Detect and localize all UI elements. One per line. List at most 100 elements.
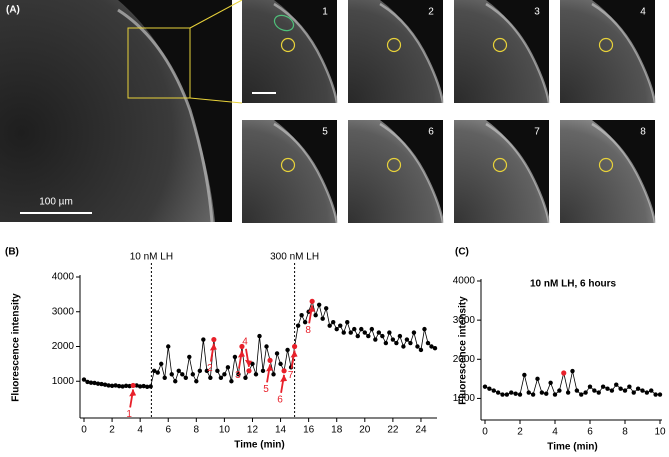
highlight-point <box>130 382 136 389</box>
highlight-point <box>309 298 315 304</box>
data-point <box>109 383 115 388</box>
data-point <box>208 375 213 380</box>
data-point <box>225 365 231 370</box>
data-point <box>565 390 571 395</box>
roi-circle <box>598 37 614 53</box>
data-point <box>552 392 558 397</box>
tissue-edge <box>485 2 551 104</box>
x-tick-label: 10 <box>219 425 231 436</box>
data-point <box>278 361 283 367</box>
data-point <box>422 326 427 332</box>
data-point <box>113 383 118 388</box>
data-point <box>517 392 523 397</box>
data-point <box>180 372 185 377</box>
data-point <box>376 330 382 335</box>
data-point <box>299 313 304 318</box>
data-point <box>425 340 431 346</box>
data-point <box>373 337 378 342</box>
x-tick-label: 0 <box>482 427 488 438</box>
arrow-head <box>129 389 137 397</box>
data-point <box>509 390 514 395</box>
data-point <box>162 375 167 380</box>
data-point <box>187 354 192 360</box>
x-tick-label: 4 <box>137 425 143 436</box>
data-point <box>120 384 125 389</box>
data-point <box>229 379 234 384</box>
data-point <box>390 337 396 342</box>
y-tick-label: 1000 <box>52 376 75 387</box>
highlight-point <box>267 357 273 363</box>
y-tick-label: 3000 <box>52 306 75 317</box>
data-point <box>232 354 238 360</box>
data-point <box>338 323 343 328</box>
data-point <box>222 372 227 377</box>
highlight-point <box>246 368 252 374</box>
data-point <box>397 333 403 339</box>
data-point <box>253 372 259 377</box>
micrograph-frame: 5 <box>242 120 339 224</box>
data-point <box>348 330 353 335</box>
arrow-head <box>290 350 298 358</box>
data-point <box>88 380 94 385</box>
data-point <box>605 386 610 391</box>
x-tick-label: 6 <box>587 427 593 438</box>
data-point <box>190 372 196 377</box>
data-point <box>522 372 527 378</box>
annotation-label: 5 <box>263 384 269 395</box>
data-point <box>236 372 241 377</box>
x-tick-label: 20 <box>359 425 371 436</box>
data-point <box>137 384 143 389</box>
y-tick-label: 3000 <box>453 315 476 326</box>
tissue-edge <box>273 2 339 104</box>
roi-circle <box>492 157 508 173</box>
highlight-point <box>211 336 217 343</box>
data-point <box>609 388 615 393</box>
data-point <box>415 344 420 349</box>
data-point <box>102 382 108 387</box>
data-point <box>169 372 174 377</box>
data-point <box>631 390 636 395</box>
arrow-head <box>308 305 316 313</box>
x-tick-label: 10 <box>654 427 666 438</box>
data-point <box>362 330 367 335</box>
y-axis-label: Fluorescence intensity <box>11 293 22 402</box>
frame-number: 5 <box>322 127 328 138</box>
arrow-head <box>209 343 217 351</box>
data-point <box>152 368 157 374</box>
frame-number: 3 <box>534 7 540 18</box>
data-point <box>316 302 322 307</box>
data-point <box>539 390 545 395</box>
annotation-label: 2 <box>207 363 213 374</box>
tissue-edge <box>379 2 445 104</box>
micrograph-series: 1 2 3 4 5 6 7 8 <box>242 0 657 224</box>
roi-ellipse <box>273 14 295 32</box>
roi-circle <box>492 37 508 53</box>
annotation-label: 1 <box>126 409 132 420</box>
x-tick-label: 12 <box>247 425 259 436</box>
data-point <box>592 388 597 393</box>
data-point <box>640 388 645 393</box>
highlight-point <box>561 370 567 376</box>
y-axis-label: Fluorescence intensity <box>458 296 469 405</box>
data-point <box>134 383 139 388</box>
data-point <box>404 337 410 342</box>
micrograph-frame: 3 <box>454 0 551 104</box>
data-point <box>649 388 654 393</box>
micrograph-frame: 7 <box>454 120 551 224</box>
micrograph-frame: 4 <box>560 0 657 104</box>
x-tick-label: 22 <box>387 425 399 436</box>
data-point <box>622 388 628 393</box>
event-label: 10 nM LH <box>130 252 173 263</box>
data-point <box>657 392 663 397</box>
roi-circle <box>598 157 614 173</box>
frame-number: 7 <box>534 127 540 138</box>
panel-label: (A) <box>6 5 20 16</box>
data-point <box>264 344 269 349</box>
data-point <box>500 392 505 397</box>
data-point <box>260 368 266 374</box>
tissue-edge <box>485 122 551 224</box>
annotation-label: 3 <box>235 370 241 381</box>
data-point <box>432 346 438 351</box>
x-tick-label: 14 <box>275 425 287 436</box>
data-point <box>183 375 188 380</box>
